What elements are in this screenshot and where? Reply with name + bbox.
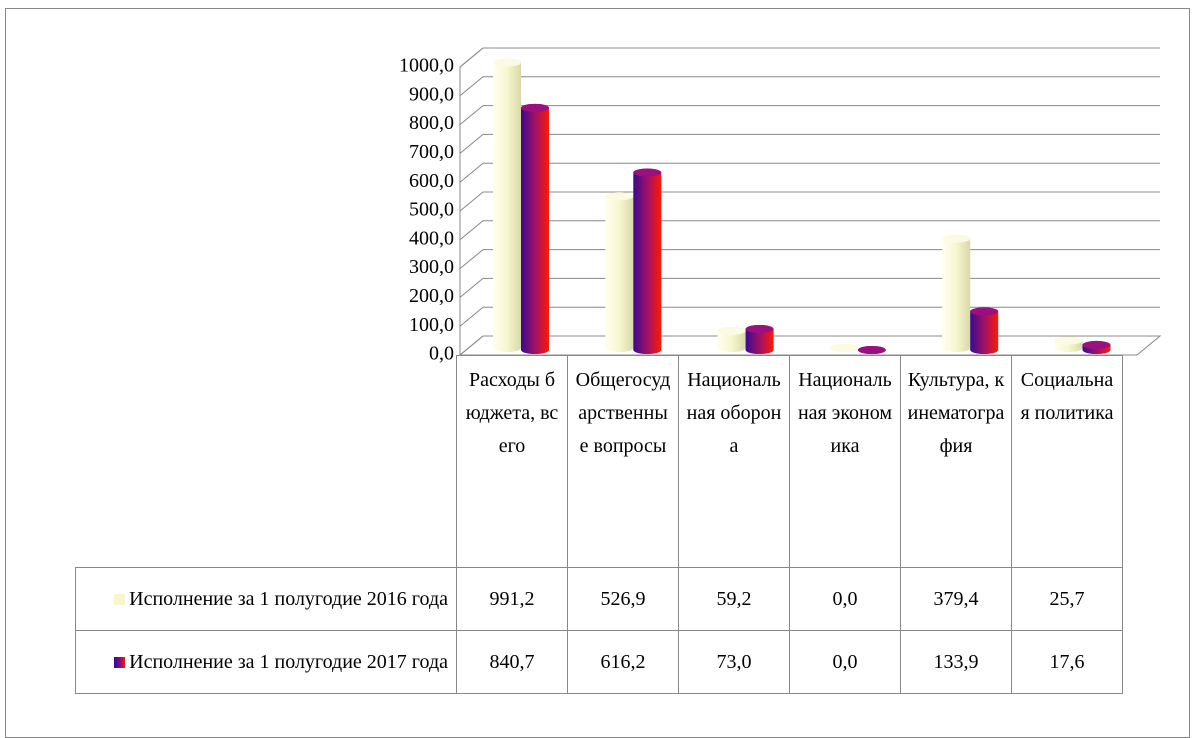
series-row: Исполнение за 1 полугодие 2017 года 840,7… bbox=[75, 630, 1123, 694]
series-row: Исполнение за 1 полугодие 2016 года 991,2… bbox=[75, 567, 1123, 631]
blank-cell bbox=[75, 355, 457, 568]
grid-line bbox=[459, 220, 1160, 241]
y-tick-label: 400,0 bbox=[409, 227, 454, 249]
y-tick-label: 700,0 bbox=[409, 141, 454, 163]
bar-top bbox=[745, 324, 774, 333]
grid-line bbox=[459, 306, 1160, 327]
y-tick-label: 800,0 bbox=[409, 112, 454, 134]
grid-line bbox=[459, 249, 1160, 269]
bar-top bbox=[521, 103, 549, 112]
y-tick-label: 600,0 bbox=[409, 170, 454, 192]
legend-label: Исполнение за 1 полугодие 2017 года bbox=[129, 651, 448, 673]
value-label: 17,6 bbox=[1011, 630, 1123, 694]
data-table: Расходы бюджета, всего Общегосударственны… bbox=[75, 355, 1123, 694]
value-label: 616,2 bbox=[567, 630, 679, 694]
bar-top bbox=[829, 344, 858, 352]
value-label: 0,0 bbox=[789, 630, 901, 694]
category-label: Расходы бюджета, всего bbox=[456, 355, 568, 568]
value-label: 25,7 bbox=[1011, 567, 1123, 631]
bar-top bbox=[1054, 336, 1083, 345]
grid-line bbox=[459, 105, 1160, 125]
bar-top bbox=[857, 346, 886, 354]
bar bbox=[633, 168, 662, 354]
category-label: Общегосударственные вопросы bbox=[567, 355, 679, 568]
grid-line bbox=[459, 277, 1160, 298]
y-tick-label: 100,0 bbox=[409, 314, 454, 336]
category-label: Социальная политика bbox=[1011, 355, 1123, 568]
category-label: Национальная оборона bbox=[678, 355, 790, 568]
legend-cell: Исполнение за 1 полугодие 2017 года bbox=[75, 630, 457, 694]
bar-top bbox=[493, 58, 521, 67]
legend-label: Исполнение за 1 полугодие 2016 года bbox=[129, 588, 448, 610]
grid-line bbox=[459, 133, 1160, 154]
grid-line bbox=[459, 76, 1160, 97]
category-row: Расходы бюджета, всего Общегосударственны… bbox=[75, 355, 1123, 568]
value-label: 840,7 bbox=[456, 630, 568, 694]
category-label: Национальная экономика bbox=[789, 355, 901, 568]
grid-line bbox=[459, 162, 1160, 183]
bar-top bbox=[970, 307, 999, 316]
grid-line bbox=[459, 335, 1160, 356]
y-tick-label: 500,0 bbox=[409, 199, 454, 221]
y-tick-label: 200,0 bbox=[409, 285, 454, 307]
y-tick-label: 900,0 bbox=[409, 83, 454, 105]
bar bbox=[942, 234, 971, 352]
bar-top bbox=[942, 234, 971, 243]
bar-top bbox=[1082, 340, 1111, 349]
value-label: 59,2 bbox=[678, 567, 790, 631]
legend-cell: Исполнение за 1 полугодие 2016 года bbox=[75, 567, 457, 631]
legend-swatch bbox=[114, 657, 126, 668]
bar bbox=[970, 307, 999, 354]
value-label: 526,9 bbox=[567, 567, 679, 631]
bar bbox=[493, 58, 521, 353]
value-label: 0,0 bbox=[789, 567, 901, 631]
category-label: Культура, кинематография bbox=[900, 355, 1012, 568]
bar-top bbox=[633, 168, 662, 177]
value-label: 379,4 bbox=[900, 567, 1012, 631]
y-tick-label: 300,0 bbox=[409, 256, 454, 278]
bar bbox=[605, 192, 634, 352]
value-label: 73,0 bbox=[678, 630, 790, 694]
bar bbox=[521, 103, 549, 354]
grid-line bbox=[459, 47, 1160, 68]
value-label: 991,2 bbox=[456, 567, 568, 631]
grid-line bbox=[459, 191, 1160, 212]
y-tick-label: 1000,0 bbox=[399, 55, 454, 77]
bar-top bbox=[605, 192, 634, 201]
value-label: 133,9 bbox=[900, 630, 1012, 694]
bar-top bbox=[717, 326, 746, 335]
legend-swatch bbox=[114, 594, 126, 605]
